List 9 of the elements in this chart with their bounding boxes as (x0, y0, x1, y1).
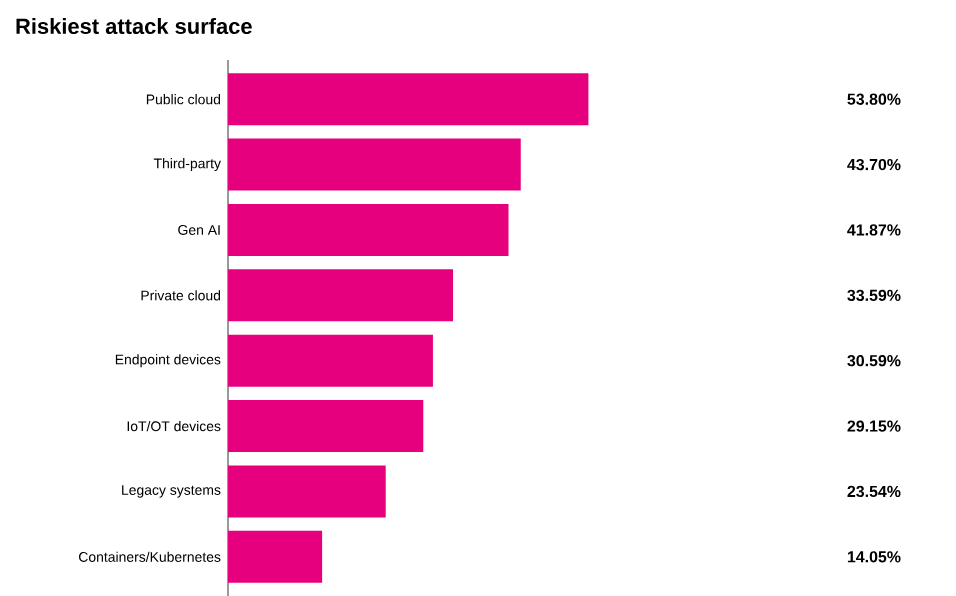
chart-title: Riskiest attack surface (16, 17, 252, 35)
bar (228, 530, 323, 583)
bar (228, 138, 521, 191)
bar (228, 400, 424, 453)
bar (228, 465, 386, 518)
bar (228, 334, 433, 387)
bar (228, 203, 509, 256)
bar (228, 73, 589, 126)
bar (228, 269, 454, 322)
